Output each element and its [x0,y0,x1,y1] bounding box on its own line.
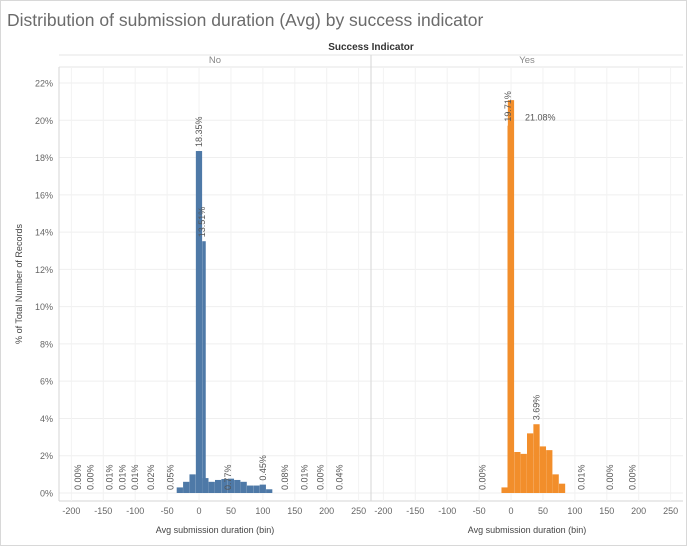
histogram-bar [215,479,222,493]
data-label: 21.08% [525,112,556,122]
x-tick-label: 150 [287,506,302,516]
histogram-bar [195,151,203,494]
y-tick-label: 10% [35,302,53,312]
data-label: 0.00% [477,464,487,490]
x-tick-label: -50 [473,506,486,516]
data-label: 3.69% [532,395,542,421]
x-axis-label: Avg submission duration (bin) [156,525,274,535]
histogram-bar [253,485,260,493]
y-tick-label: 14% [35,228,53,238]
data-label: 0.00% [86,464,96,490]
panel-header-no: No [209,55,221,66]
data-label: 0.00% [315,464,325,490]
data-label: 0.04% [334,464,344,490]
y-tick-label: 22% [35,79,53,89]
histogram-bar [259,484,266,493]
histogram-bar [507,100,515,494]
histogram-bar [546,450,553,493]
data-label: 0.00% [73,464,83,490]
x-tick-label: 0 [197,506,202,516]
histogram-bar [208,481,215,493]
x-tick-label: 50 [226,506,236,516]
x-tick-label: 250 [351,506,366,516]
y-tick-label: 16% [35,190,53,200]
x-tick-label: 200 [319,506,334,516]
x-axis-label: Avg submission duration (bin) [468,525,586,535]
data-label: 0.00% [627,464,637,490]
histogram-bar [514,452,521,493]
data-label: 0.01% [130,464,140,490]
data-label: 0.01% [117,464,127,490]
histogram-bar [189,474,196,493]
data-label: 0.45% [258,455,268,481]
x-tick-label: -150 [94,506,112,516]
histogram-bar [558,483,566,493]
data-label: 0.01% [105,464,115,490]
histogram-bar [202,241,206,493]
y-tick-label: 12% [35,265,53,275]
data-label: 0.00% [605,464,615,490]
histogram-bar [533,424,540,493]
x-tick-label: 100 [255,506,270,516]
data-label: 0.08% [280,464,290,490]
x-tick-label: 250 [663,506,678,516]
chart-title: Distribution of submission duration (Avg… [7,10,484,30]
x-tick-label: 50 [538,506,548,516]
histogram-bar [202,478,209,493]
histogram-bar [227,478,235,493]
x-tick-label: -100 [126,506,144,516]
x-tick-label: 200 [631,506,646,516]
histogram-bar [520,453,527,493]
x-tick-label: 150 [599,506,614,516]
x-tick-label: -200 [374,506,392,516]
data-label: 0.05% [165,464,175,490]
histogram-bar [234,479,241,493]
y-tick-label: 8% [40,339,53,349]
histogram-bar [240,481,247,493]
y-axis-label: % of Total Number of Records [14,224,24,344]
histogram-bar [539,446,547,493]
data-label: 0.02% [146,464,156,490]
histogram-bar [501,487,508,493]
y-tick-label: 4% [40,414,53,424]
histogram-bar [221,479,228,493]
x-tick-label: -50 [161,506,174,516]
histogram-bar [552,474,559,493]
data-label: 0.01% [299,464,309,490]
histogram-bar [266,489,273,493]
panel-header-yes: Yes [519,55,535,66]
data-label: 18.35% [194,116,204,147]
x-tick-label: -150 [406,506,424,516]
data-label: 0.77% [223,464,233,490]
histogram-bar [176,487,183,493]
data-label: 19.71% [503,91,513,122]
y-tick-label: 6% [40,377,53,387]
x-tick-label: 100 [567,506,582,516]
x-tick-label: -200 [62,506,80,516]
y-tick-label: 20% [35,116,53,126]
y-tick-label: 2% [40,451,53,461]
x-tick-label: 0 [509,506,514,516]
histogram-bar [246,485,254,493]
data-label: 13.51% [197,207,207,238]
x-tick-label: -100 [438,506,456,516]
facet-header: Success Indicator [328,42,414,53]
y-tick-label: 18% [35,153,53,163]
data-label: 0.01% [576,464,586,490]
y-tick-label: 0% [40,489,53,499]
histogram-bar [183,481,190,493]
histogram-bar [527,433,534,493]
